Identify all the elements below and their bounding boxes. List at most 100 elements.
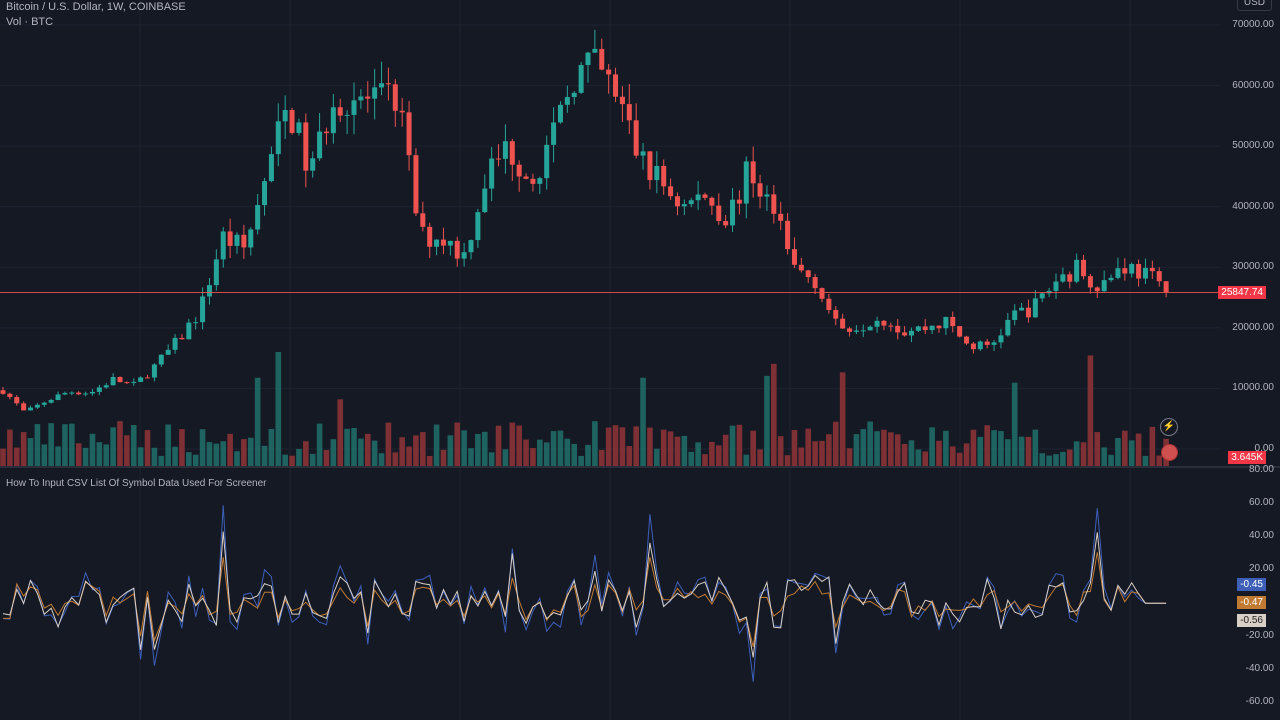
volume-bar xyxy=(364,433,371,466)
candle-down xyxy=(124,382,130,384)
candle-up xyxy=(654,165,660,181)
candle-down xyxy=(427,226,433,247)
volume-bar xyxy=(48,423,54,466)
volume-bar xyxy=(337,399,344,466)
volume-bar xyxy=(943,430,949,466)
price-axis-label: 50000.00 xyxy=(1232,140,1274,152)
candle-up xyxy=(344,114,350,116)
candle-up xyxy=(468,240,474,253)
candle-down xyxy=(661,165,667,187)
candle-down xyxy=(619,96,625,105)
volume-bar xyxy=(179,429,185,466)
candle-down xyxy=(599,48,605,70)
candle-up xyxy=(28,407,34,411)
indicator-title[interactable]: How To Input CSV List Of Symbol Data Use… xyxy=(6,478,267,489)
volume-bar xyxy=(695,442,701,466)
candle-up xyxy=(1129,264,1135,274)
candle-up xyxy=(929,325,935,331)
volume-bar xyxy=(378,453,385,466)
volume-bar xyxy=(158,455,165,466)
candle-down xyxy=(516,164,522,177)
candle-up xyxy=(1115,268,1121,278)
candle-down xyxy=(303,122,309,171)
candle-down xyxy=(1067,274,1073,282)
candle-down xyxy=(117,376,123,383)
volume-bar xyxy=(867,421,873,466)
volume-bar xyxy=(881,429,887,466)
candle-down xyxy=(21,403,27,411)
volume-bar xyxy=(991,430,997,466)
volume-bar xyxy=(454,422,461,466)
candle-down xyxy=(613,74,619,97)
volume-bar xyxy=(199,429,206,466)
candle-down xyxy=(805,270,811,278)
candle-down xyxy=(881,320,887,326)
candle-up xyxy=(853,330,859,332)
candle-down xyxy=(1149,267,1155,272)
volume-bar xyxy=(888,432,894,466)
price-axis-label: 40000.00 xyxy=(1232,200,1274,212)
volume-bar xyxy=(1080,442,1087,466)
candle-down xyxy=(888,325,894,327)
volume-bar xyxy=(502,449,509,466)
candle-down xyxy=(530,178,536,184)
lightning-alert-icon[interactable]: ⚡ xyxy=(1160,418,1178,436)
candle-up xyxy=(991,342,997,345)
candle-up xyxy=(213,259,219,286)
volume-bar xyxy=(633,426,639,466)
volume-bar xyxy=(151,447,158,466)
candle-down xyxy=(606,69,612,75)
volume-bar xyxy=(516,425,522,466)
candle-down xyxy=(840,318,846,329)
candle-up xyxy=(83,393,89,395)
volume-bar xyxy=(977,436,984,466)
volume-bar xyxy=(344,428,350,466)
volume-bar xyxy=(839,372,846,466)
indicator-value-tag: -0.47 xyxy=(1237,596,1266,609)
volume-bar xyxy=(626,446,633,466)
volume-bar xyxy=(468,448,474,466)
volume-bar xyxy=(949,446,956,466)
candle-up xyxy=(255,205,261,230)
volume-bar xyxy=(1073,441,1080,466)
volume-bar xyxy=(764,375,770,466)
candle-down xyxy=(1122,268,1128,274)
candle-down xyxy=(668,186,674,197)
volume-bar xyxy=(523,439,529,466)
price-axis-label: 70000.00 xyxy=(1232,19,1274,30)
volume-bar xyxy=(392,452,399,466)
candle-up xyxy=(489,158,495,189)
volume-bar xyxy=(681,435,688,466)
volume-bar xyxy=(605,427,612,466)
volume-bar xyxy=(1011,382,1018,466)
us-flag-event-icon[interactable] xyxy=(1161,444,1178,461)
candle-down xyxy=(812,277,818,289)
volume-bar xyxy=(1094,432,1101,466)
volume-bar xyxy=(784,455,791,466)
volume-bar xyxy=(654,448,660,466)
volume-bar xyxy=(351,427,357,466)
candle-up xyxy=(193,322,199,324)
candle-down xyxy=(323,131,329,134)
volume-bar xyxy=(1128,440,1135,466)
candle-down xyxy=(709,197,715,206)
candle-up xyxy=(874,320,880,327)
candle-down xyxy=(798,264,804,271)
candle-down xyxy=(496,158,502,160)
candle-up xyxy=(640,151,646,156)
candle-up xyxy=(502,141,508,159)
candle-down xyxy=(936,325,942,329)
volume-bar xyxy=(509,422,516,466)
volume-bar xyxy=(399,437,405,466)
candle-down xyxy=(179,337,185,340)
candle-up xyxy=(351,100,357,115)
currency-button[interactable]: USD xyxy=(1236,0,1272,11)
volume-bar xyxy=(812,441,818,466)
volume-bar xyxy=(27,438,34,466)
volume-bar xyxy=(1025,436,1032,466)
volume-bar xyxy=(13,447,20,466)
volume-bar xyxy=(289,455,295,466)
volume-bar xyxy=(970,429,977,466)
